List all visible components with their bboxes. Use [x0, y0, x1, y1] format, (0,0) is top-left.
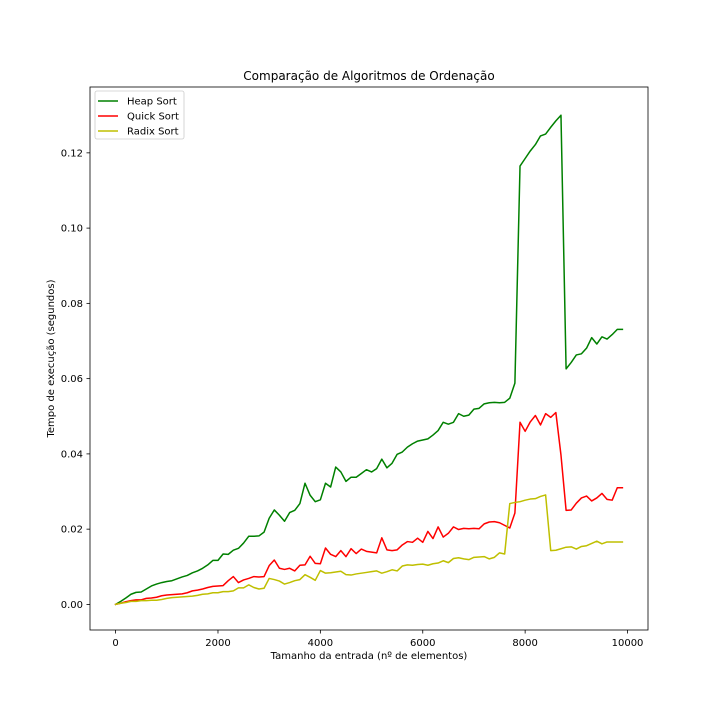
legend-label-quick-sort: Quick Sort: [127, 112, 179, 123]
legend-label-radix-sort: Radix Sort: [127, 127, 179, 138]
series-line-radix-sort: [114, 494, 624, 606]
x-tick-label: 8000: [512, 638, 537, 649]
x-axis: 0 2000 4000 6000 8000 10000: [112, 630, 643, 649]
x-tick-label: 2000: [205, 638, 230, 649]
y-tick-label: 0.04: [61, 449, 83, 460]
series-lines: [114, 114, 624, 606]
y-tick-label: 0.12: [61, 148, 83, 159]
y-axis-label: Tempo de execução (segundos): [46, 279, 57, 438]
series-line-heap-sort: [114, 114, 624, 606]
series-line-quick-sort: [114, 411, 624, 606]
chart-title: Comparação de Algoritmos de Ordenação: [243, 69, 494, 83]
x-tick-label: 0: [112, 638, 118, 649]
y-tick-label: 0.00: [61, 600, 83, 611]
legend-box: [94, 90, 185, 140]
legend: Heap Sort Quick Sort Radix Sort: [94, 90, 185, 140]
x-tick-label: 6000: [410, 638, 435, 649]
plot-area-frame: [89, 86, 649, 631]
x-tick-label: 4000: [308, 638, 333, 649]
y-tick-label: 0.10: [61, 224, 83, 235]
x-tick-label: 10000: [612, 638, 644, 649]
y-tick-label: 0.08: [61, 299, 83, 310]
legend-label-heap-sort: Heap Sort: [127, 97, 177, 108]
y-tick-label: 0.02: [61, 525, 83, 536]
y-tick-label: 0.06: [61, 374, 83, 385]
y-axis: 0.00 0.02 0.04 0.06 0.08 0.10 0.12: [61, 148, 90, 611]
x-axis-label: Tamanho da entrada (nº de elementos): [270, 651, 468, 662]
